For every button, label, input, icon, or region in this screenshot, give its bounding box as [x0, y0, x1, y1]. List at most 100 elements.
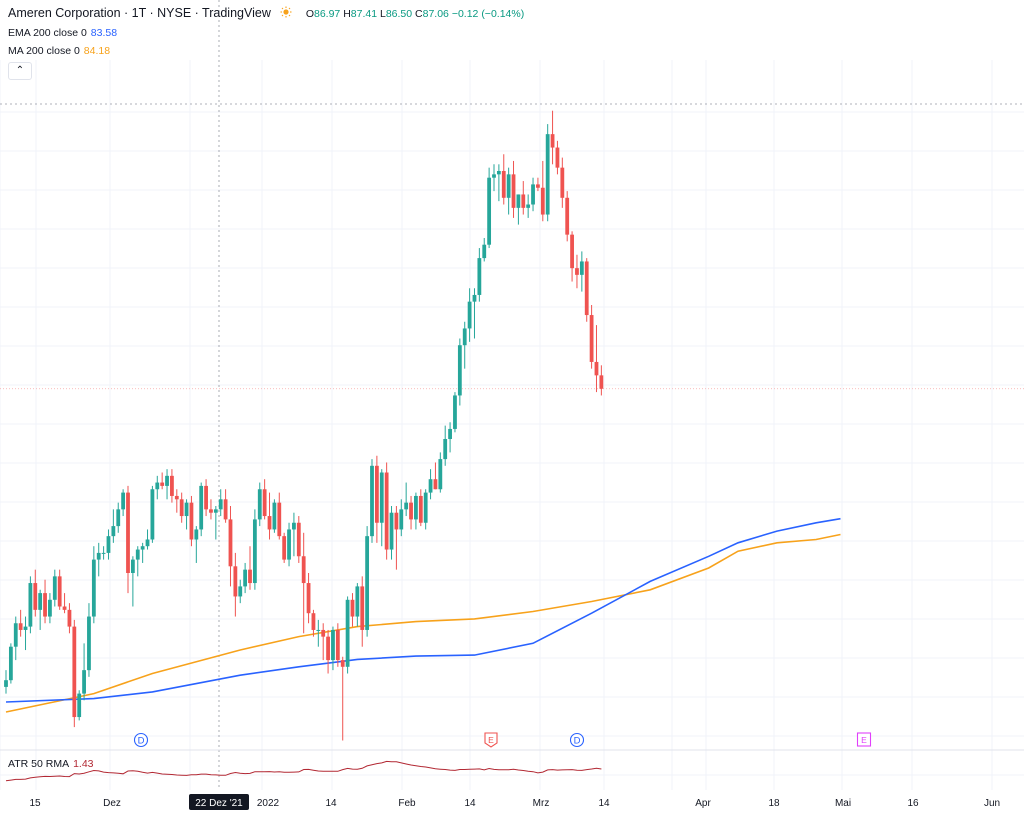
candle[interactable]: [409, 495, 413, 530]
candle[interactable]: [599, 365, 604, 396]
candle[interactable]: [28, 576, 33, 634]
candle[interactable]: [8, 643, 13, 684]
candle[interactable]: [443, 425, 448, 466]
earnings-event-marker[interactable]: E: [484, 732, 498, 748]
ema-legend[interactable]: EMA 200 close 0 83.58: [8, 26, 117, 40]
candle[interactable]: [287, 522, 291, 567]
candle[interactable]: [13, 616, 18, 661]
atr-legend[interactable]: ATR 50 RMA 1.43: [8, 758, 94, 770]
earnings-event-marker[interactable]: E: [856, 732, 872, 747]
candle[interactable]: [360, 576, 365, 647]
candle[interactable]: [126, 485, 130, 594]
candle[interactable]: [516, 194, 521, 225]
candle[interactable]: [111, 509, 116, 543]
candle[interactable]: [272, 499, 277, 533]
candle[interactable]: [199, 482, 204, 537]
ema200-line[interactable]: [5, 517, 841, 703]
candle[interactable]: [472, 288, 477, 339]
candle[interactable]: [492, 164, 496, 192]
collapse-legend-button[interactable]: ⌃: [8, 62, 32, 80]
candle[interactable]: [531, 177, 535, 212]
candle[interactable]: [345, 596, 350, 674]
candle[interactable]: [389, 506, 394, 560]
candle[interactable]: [526, 194, 531, 218]
candle[interactable]: [331, 626, 335, 671]
candle[interactable]: [174, 489, 179, 513]
candle[interactable]: [101, 546, 106, 560]
candle[interactable]: [87, 603, 91, 677]
candle[interactable]: [453, 392, 457, 433]
candle[interactable]: [462, 321, 467, 369]
candle[interactable]: [316, 619, 321, 647]
candle[interactable]: [521, 181, 526, 215]
candle[interactable]: [57, 569, 62, 610]
candle[interactable]: [77, 690, 82, 721]
candle[interactable]: [96, 542, 101, 577]
candle[interactable]: [130, 556, 135, 607]
candle[interactable]: [209, 499, 213, 520]
candle[interactable]: [326, 629, 330, 674]
candle[interactable]: [335, 623, 340, 667]
candle[interactable]: [282, 532, 287, 563]
candle[interactable]: [121, 489, 126, 517]
candle[interactable]: [233, 552, 238, 617]
candle[interactable]: [418, 489, 423, 527]
candle[interactable]: [428, 469, 433, 500]
candle[interactable]: [555, 140, 560, 175]
candle[interactable]: [116, 502, 121, 533]
candle[interactable]: [477, 248, 482, 302]
candle[interactable]: [545, 124, 550, 222]
candle[interactable]: [160, 472, 165, 490]
candle[interactable]: [457, 338, 462, 406]
candle[interactable]: [467, 288, 472, 342]
candle[interactable]: [340, 656, 345, 741]
candle[interactable]: [184, 499, 189, 530]
candle[interactable]: [399, 499, 404, 537]
candle[interactable]: [33, 569, 38, 617]
candle[interactable]: [379, 469, 384, 547]
candle[interactable]: [228, 506, 233, 587]
candle[interactable]: [550, 110, 555, 165]
candle[interactable]: [218, 489, 223, 517]
candle[interactable]: [91, 546, 96, 624]
candle[interactable]: [370, 459, 374, 543]
candle[interactable]: [570, 231, 574, 282]
candle[interactable]: [189, 495, 194, 547]
candle[interactable]: [355, 583, 360, 627]
candle[interactable]: [575, 254, 579, 289]
candle[interactable]: [52, 569, 57, 607]
candle[interactable]: [404, 482, 409, 517]
candle[interactable]: [511, 160, 516, 218]
candle[interactable]: [321, 623, 326, 661]
candle[interactable]: [565, 191, 570, 242]
candle[interactable]: [374, 455, 379, 543]
candle[interactable]: [311, 609, 316, 637]
candle[interactable]: [257, 482, 262, 527]
candle[interactable]: [243, 562, 248, 594]
candle[interactable]: [292, 512, 296, 557]
candle[interactable]: [43, 579, 47, 624]
candle[interactable]: [501, 154, 506, 205]
candle[interactable]: [82, 643, 86, 701]
candle[interactable]: [584, 258, 589, 322]
candle[interactable]: [23, 616, 28, 651]
candle[interactable]: [414, 492, 418, 530]
candle[interactable]: [179, 492, 184, 523]
candle[interactable]: [248, 546, 252, 590]
candle[interactable]: [238, 579, 243, 604]
candle[interactable]: [594, 325, 599, 393]
candle[interactable]: [423, 489, 428, 530]
candle[interactable]: [448, 422, 452, 453]
candle[interactable]: [72, 619, 77, 728]
candle[interactable]: [433, 462, 438, 490]
candle[interactable]: [267, 492, 272, 540]
candle[interactable]: [482, 238, 487, 262]
candle[interactable]: [155, 475, 160, 500]
candle[interactable]: [438, 452, 443, 493]
candle[interactable]: [18, 609, 23, 637]
ma200-line[interactable]: [5, 533, 841, 713]
symbol-title[interactable]: Ameren Corporation · 1T · NYSE · Trading…: [8, 6, 271, 20]
candle[interactable]: [589, 305, 594, 369]
candle[interactable]: [306, 573, 311, 624]
